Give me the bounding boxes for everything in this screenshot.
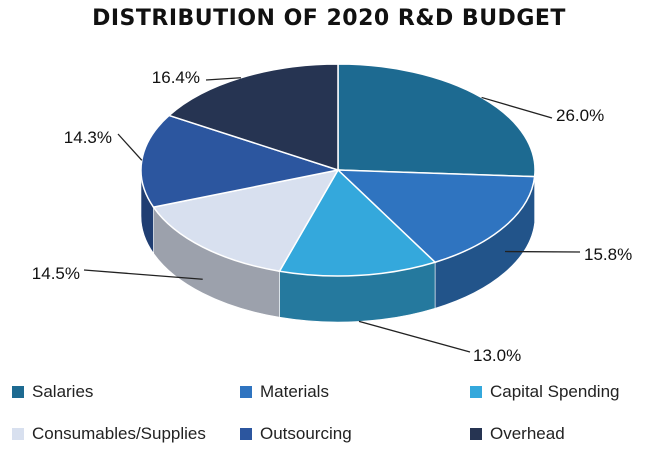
data-label-overhead: 16.4% <box>152 68 200 87</box>
legend-item-overhead: Overhead <box>470 424 565 444</box>
legend-item-capital-spending: Capital Spending <box>470 382 619 402</box>
data-label-materials: 15.8% <box>584 245 632 264</box>
pie-side-walls <box>140 169 536 323</box>
leader-line-overhead <box>205 77 241 81</box>
legend-label: Materials <box>260 382 329 401</box>
chart-legend: Salaries Materials Capital Spending Consuma… <box>0 376 658 453</box>
legend-swatch <box>470 386 482 398</box>
legend-swatch <box>240 386 252 398</box>
pie-slice-capital-spending <box>278 168 437 277</box>
pie-slice-consumables-supplies <box>152 168 340 273</box>
legend-swatch <box>12 428 24 440</box>
pie-top <box>140 63 536 277</box>
legend-item-salaries: Salaries <box>12 382 93 402</box>
legend-label: Capital Spending <box>490 382 620 401</box>
legend-item-outsourcing: Outsourcing <box>240 424 352 444</box>
leader-line-capital-spending <box>358 320 471 353</box>
leader-line-consumables-supplies <box>83 269 203 280</box>
legend-item-consumables-supplies: Consumables/Supplies <box>12 424 206 444</box>
legend-label: Outsourcing <box>260 424 352 443</box>
legend-swatch <box>12 386 24 398</box>
pie-slice-overhead <box>167 63 339 172</box>
chart-title: DISTRIBUTION OF 2020 R&D BUDGET <box>92 6 566 31</box>
legend-label: Salaries <box>32 382 94 401</box>
data-label-capital-spending: 13.0% <box>473 346 521 365</box>
pie-labels: 26.0% 15.8% 13.0% 14.5% 14.3% 16.4% <box>32 68 632 365</box>
data-label-consumables-supplies: 14.5% <box>32 264 80 283</box>
legend-swatch <box>470 428 482 440</box>
leader-line-outsourcing <box>117 133 143 161</box>
legend-label: Consumables/Supplies <box>32 424 206 443</box>
pie-chart: 26.0% 15.8% 13.0% 14.5% 14.3% 16.4% <box>32 63 632 365</box>
data-label-outsourcing: 14.3% <box>64 128 112 147</box>
pie-slice-salaries <box>337 63 536 178</box>
legend-swatch <box>240 428 252 440</box>
pie-slice-materials <box>336 169 536 264</box>
leader-line-salaries <box>481 96 553 119</box>
legend-label: Overhead <box>490 424 565 443</box>
data-label-salaries: 26.0% <box>556 106 604 125</box>
legend-item-materials: Materials <box>240 382 329 402</box>
